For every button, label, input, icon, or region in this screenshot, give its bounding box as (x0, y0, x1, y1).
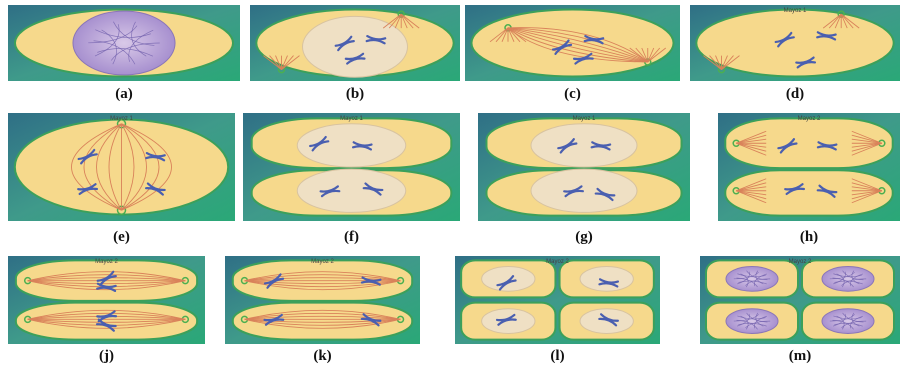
nucleus (580, 267, 633, 292)
stage-panel: (b) (250, 5, 460, 102)
stage-panel: (a) (8, 5, 240, 102)
stage-title: Mayoz 2 (546, 259, 569, 265)
stage-panel: Mayoz 1 (f) (243, 113, 460, 245)
nucleus (482, 309, 535, 334)
stage-caption: (h) (800, 229, 818, 245)
stage-caption: (f) (344, 229, 359, 245)
nucleus (531, 169, 637, 212)
meiosis-figure: (a)(b)(c)Mayoz 1(d)Mayoz 1(e)Mayoz 1(f)M… (0, 0, 906, 369)
nucleus (531, 124, 637, 167)
stage-caption: (k) (313, 348, 331, 364)
stage-title: Mayoz 2 (798, 116, 821, 122)
stage-panel: Mayoz 2 (k) (225, 256, 420, 364)
stage-panel: Mayoz 1 (e) (8, 113, 235, 245)
stage-caption: (g) (575, 229, 593, 245)
nucleus (73, 11, 175, 75)
stage-panel: Mayoz 2 (m) (700, 256, 900, 364)
stage-caption: (l) (550, 348, 564, 364)
stage-panel: Mayoz 1 (d) (690, 5, 900, 102)
stage-title: Mayoz 2 (95, 259, 118, 265)
stage-title: Mayoz 1 (573, 116, 596, 122)
stage-caption: (c) (564, 86, 581, 102)
nucleus (297, 169, 406, 212)
stage-caption: (e) (113, 229, 130, 245)
stage-caption: (a) (115, 86, 133, 102)
stage-title: Mayoz 1 (110, 116, 133, 122)
stage-panel: (c) (465, 5, 680, 102)
stage-title: Mayoz 2 (789, 259, 812, 265)
stage-caption: (b) (346, 86, 364, 102)
stage-caption: (m) (789, 348, 812, 364)
stage-title: Mayoz 1 (340, 116, 363, 122)
stage-title: Mayoz 1 (784, 8, 807, 14)
nucleus (580, 309, 633, 334)
stage-panel: Mayoz 1 (g) (478, 113, 690, 245)
stage-title: Mayoz 2 (311, 259, 334, 265)
nucleus (482, 267, 535, 292)
stage-panel: Mayoz 2 (h) (718, 113, 900, 245)
stage-panel: Mayoz 2 (l) (455, 256, 660, 364)
stage-caption: (j) (99, 348, 114, 364)
stage-caption: (d) (786, 86, 804, 102)
stage-panel: Mayoz 2 (j) (8, 256, 205, 364)
